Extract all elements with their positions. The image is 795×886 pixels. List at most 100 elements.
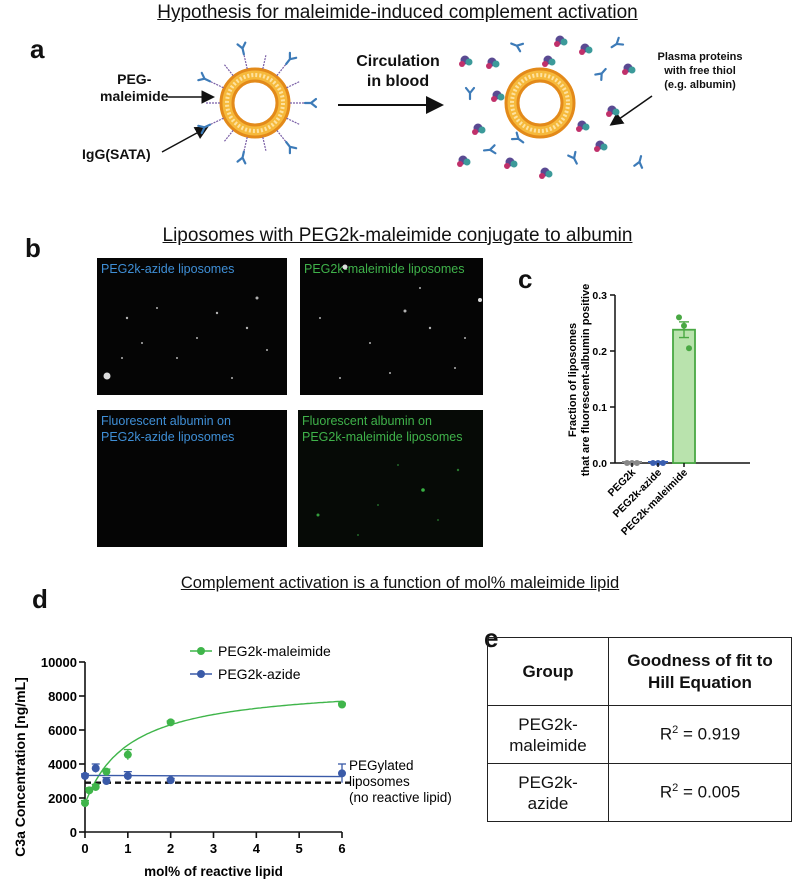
y-tick-label: 0 [70, 825, 77, 840]
speckle [464, 337, 466, 339]
x-tick-label: 0 [81, 841, 88, 856]
speckle [125, 316, 129, 320]
table-header-row: Group Goodness of fit to Hill Equation [487, 637, 792, 706]
y-tick-label: 8000 [48, 689, 77, 704]
azide-point [338, 769, 346, 778]
protein-icon [606, 105, 620, 117]
antibody-icon [510, 42, 525, 53]
speckle [196, 337, 198, 339]
azide-fit-curve [84, 774, 343, 778]
antibody-icon [285, 140, 298, 155]
bar [672, 328, 696, 464]
protein-icon [622, 63, 636, 75]
micrograph-albumin-maleimide: Fluorescent albumin on PEG2k-maleimide l… [298, 410, 483, 547]
protein-icon [504, 157, 518, 169]
maleimide-point [85, 786, 94, 795]
maleimide-point [91, 782, 100, 791]
data-point [650, 460, 656, 466]
speckle [339, 377, 341, 379]
r-squared-cell: R2 = 0.919 [608, 705, 792, 764]
speckle [342, 264, 348, 270]
protein-icon [459, 55, 473, 67]
maleimide-point [166, 718, 175, 727]
panel-letter-c: c [518, 264, 533, 294]
antibody-icon [610, 36, 625, 49]
micrograph-azide: PEG2k-azide liposomes [97, 258, 287, 395]
baseline-label: PEGylated liposomes (no reactive lipid) [349, 758, 452, 805]
table-row: PEG2k- maleimide R2 = 0.919 [487, 705, 792, 764]
speckle [478, 298, 482, 302]
r-squared-cell: R2 = 0.005 [608, 763, 792, 822]
hill-fit-table: Group Goodness of fit to Hill Equation P… [487, 637, 792, 822]
speckle [141, 342, 143, 344]
panel-letter-a: a [30, 34, 45, 64]
micrograph-maleimide: PEG2k-maleimide liposomes [300, 258, 483, 395]
speckle [121, 357, 123, 359]
antibody-icon [482, 144, 497, 155]
speckle [245, 326, 249, 330]
protein-icon [472, 123, 486, 135]
speckle [377, 504, 379, 506]
azide-point [102, 777, 111, 785]
legend-marker [197, 670, 205, 678]
antibody-icon [633, 155, 644, 169]
legend-label: PEG2k-maleimide [218, 643, 331, 659]
liposome-right [504, 67, 576, 139]
maleimide-point [81, 799, 89, 808]
data-point [681, 322, 687, 329]
plasma-proteins-label: Plasma proteins with free thiol (e.g. al… [657, 51, 743, 91]
y-tick-label: 0.0 [592, 458, 607, 470]
top-section-title: Hypothesis for maleimide-induced complem… [157, 2, 638, 23]
x-tick-label: 6 [338, 841, 345, 856]
antibody-icon [594, 67, 607, 81]
group-cell: PEG2k- maleimide [487, 705, 609, 764]
table-row: PEG2k- azide R2 = 0.005 [487, 763, 792, 822]
speckle [397, 464, 399, 466]
data-point [634, 460, 640, 466]
liposome-left [219, 67, 291, 139]
y-tick-label: 0.2 [592, 346, 607, 358]
protein-icon [539, 167, 553, 179]
data-point [624, 460, 630, 466]
speckle [215, 311, 219, 315]
micrograph-albumin-azide: Fluorescent albumin on PEG2k-azide lipos… [97, 410, 287, 547]
x-tick-label: 1 [124, 841, 131, 856]
maleimide-point [123, 750, 132, 759]
bottom-section-title: Complement activation is a function of m… [180, 574, 620, 592]
panel-letter-b: b [25, 233, 41, 263]
header-fit: Goodness of fit to Hill Equation [608, 637, 792, 706]
middle-section-title: Liposomes with PEG2k-maleimide conjugate… [162, 225, 633, 246]
speckle [428, 326, 432, 330]
panel-letter-d: d [32, 584, 48, 614]
antibody-icon [567, 150, 578, 165]
protein-icon [486, 57, 500, 69]
legend-label: PEG2k-azide [218, 666, 301, 682]
y-tick-label: 4000 [48, 757, 77, 772]
speckle [231, 377, 233, 379]
speckle [103, 372, 111, 380]
x-tick-label: 3 [210, 841, 217, 856]
igg-sata-label: IgG(SATA) [82, 146, 151, 162]
peg-maleimide-label: PEG- maleimide [100, 71, 169, 104]
azide-point [123, 771, 132, 780]
azide-point [91, 764, 100, 773]
protein-icon [579, 43, 593, 55]
antibody-icon [236, 150, 247, 165]
y-tick-label: 0.1 [592, 402, 607, 414]
y-axis-label: C3a Concentration [ng/mL] [12, 677, 28, 857]
plasma-arrow [609, 95, 653, 126]
speckle [266, 349, 268, 351]
speckle [319, 317, 321, 319]
x-tick-label: 5 [296, 841, 303, 856]
protein-icon [554, 35, 568, 47]
azide-point [166, 776, 175, 785]
protein-icon [542, 55, 556, 67]
antibody-icon [464, 86, 476, 101]
azide-point [81, 771, 89, 780]
y-axis-label: Fraction of liposomesthat are fluorescen… [567, 284, 592, 477]
x-axis-label: mol% of reactive lipid [144, 864, 283, 879]
speckle [176, 357, 178, 359]
data-point [660, 460, 666, 466]
protein-icon [457, 155, 471, 167]
